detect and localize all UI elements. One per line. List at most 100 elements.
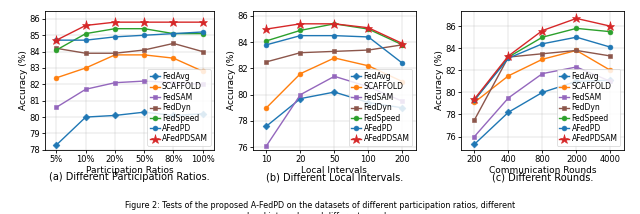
X-axis label: Participation Ratios: Participation Ratios (86, 166, 173, 175)
Line: AFedPDSAM: AFedPDSAM (52, 18, 207, 45)
FedDyn (539, 52, 547, 55)
Line: AFedPDSAM: AFedPDSAM (262, 19, 407, 48)
FedAvg (170, 114, 177, 117)
AFedPDSAM (82, 24, 90, 27)
Line: FedAvg: FedAvg (472, 78, 613, 147)
FedAvg (539, 91, 547, 94)
FedSpeed (331, 22, 339, 25)
SCAFFOLD (170, 57, 177, 59)
Line: FedSpeed: FedSpeed (472, 26, 613, 103)
Line: AFedPD: AFedPD (472, 35, 613, 103)
FedSpeed (399, 43, 406, 46)
AFedPD (365, 36, 372, 38)
FedDyn (170, 42, 177, 45)
FedAvg (399, 107, 406, 109)
AFedPDSAM (140, 21, 148, 24)
FedAvg (199, 113, 207, 115)
FedSpeed (539, 36, 547, 39)
AFedPDSAM (111, 21, 119, 24)
Legend: FedAvg, SCAFFOLD, FedSAM, FedDyn, FedSpeed, AFedPD, AFedPDSAM: FedAvg, SCAFFOLD, FedSAM, FedDyn, FedSpe… (349, 69, 412, 146)
FedDyn (365, 49, 372, 51)
AFedPDSAM (573, 17, 580, 20)
AFedPD (399, 62, 406, 64)
FedSAM (140, 80, 148, 82)
FedSAM (82, 88, 90, 91)
AFedPDSAM (199, 21, 207, 24)
FedAvg (140, 111, 148, 113)
FedDyn (140, 49, 148, 51)
Text: (c) Different Rounds.: (c) Different Rounds. (492, 172, 593, 182)
Line: FedDyn: FedDyn (472, 48, 613, 122)
AFedPDSAM (331, 22, 339, 25)
AFedPDSAM (504, 55, 512, 57)
AFedPD (199, 31, 207, 33)
Line: FedAvg: FedAvg (264, 90, 405, 129)
Line: FedSAM: FedSAM (472, 65, 613, 139)
FedDyn (52, 47, 60, 50)
Line: AFedPD: AFedPD (264, 33, 405, 66)
SCAFFOLD (111, 54, 119, 56)
FedAvg (296, 97, 304, 100)
AFedPDSAM (607, 25, 614, 27)
AFedPD (82, 39, 90, 42)
FedSAM (539, 72, 547, 75)
SCAFFOLD (82, 67, 90, 69)
FedSpeed (111, 27, 119, 30)
FedSAM (111, 81, 119, 84)
FedSpeed (82, 32, 90, 35)
Line: FedSAM: FedSAM (54, 79, 205, 110)
FedAvg (82, 116, 90, 118)
SCAFFOLD (52, 77, 60, 79)
FedSAM (399, 100, 406, 103)
Text: Figure 2: Tests of the proposed A-FedPD on the datasets of different participati: Figure 2: Tests of the proposed A-FedPD … (125, 201, 515, 210)
FedSAM (365, 86, 372, 88)
FedSAM (470, 135, 478, 138)
FedAvg (52, 144, 60, 146)
FedSpeed (365, 28, 372, 30)
AFedPDSAM (365, 27, 372, 29)
Line: FedSpeed: FedSpeed (264, 21, 405, 47)
SCAFFOLD (504, 74, 512, 77)
Line: FedSAM: FedSAM (264, 74, 405, 148)
AFedPD (262, 43, 270, 46)
FedDyn (607, 55, 614, 57)
AFedPD (573, 36, 580, 39)
FedAvg (262, 125, 270, 128)
FedSpeed (170, 32, 177, 35)
FedAvg (607, 79, 614, 82)
Line: AFedPDSAM: AFedPDSAM (470, 14, 615, 104)
AFedPD (470, 99, 478, 101)
SCAFFOLD (331, 57, 339, 59)
FedDyn (573, 49, 580, 52)
SCAFFOLD (573, 49, 580, 52)
Text: (a) Different Participation Ratios.: (a) Different Participation Ratios. (49, 172, 210, 182)
FedAvg (504, 111, 512, 114)
Line: SCAFFOLD: SCAFFOLD (54, 52, 205, 80)
FedSAM (504, 97, 512, 99)
SCAFFOLD (470, 101, 478, 104)
Line: FedSpeed: FedSpeed (54, 26, 205, 52)
FedDyn (331, 50, 339, 53)
Y-axis label: Accuracy (%): Accuracy (%) (227, 50, 236, 110)
FedDyn (262, 61, 270, 63)
FedSAM (262, 145, 270, 147)
AFedPD (140, 34, 148, 37)
FedSAM (573, 66, 580, 68)
FedDyn (296, 51, 304, 54)
FedDyn (470, 119, 478, 121)
SCAFFOLD (539, 58, 547, 61)
FedDyn (504, 56, 512, 58)
AFedPD (607, 46, 614, 48)
Line: SCAFFOLD: SCAFFOLD (264, 55, 405, 110)
AFedPDSAM (52, 39, 60, 42)
AFedPDSAM (262, 28, 270, 30)
AFedPD (331, 34, 339, 37)
SCAFFOLD (607, 69, 614, 72)
Line: AFedPD: AFedPD (54, 30, 205, 43)
SCAFFOLD (262, 107, 270, 109)
FedAvg (573, 80, 580, 83)
FedSAM (52, 106, 60, 108)
SCAFFOLD (296, 72, 304, 75)
FedSpeed (573, 27, 580, 30)
Text: local intervals, and different rounds.: local intervals, and different rounds. (247, 212, 393, 214)
